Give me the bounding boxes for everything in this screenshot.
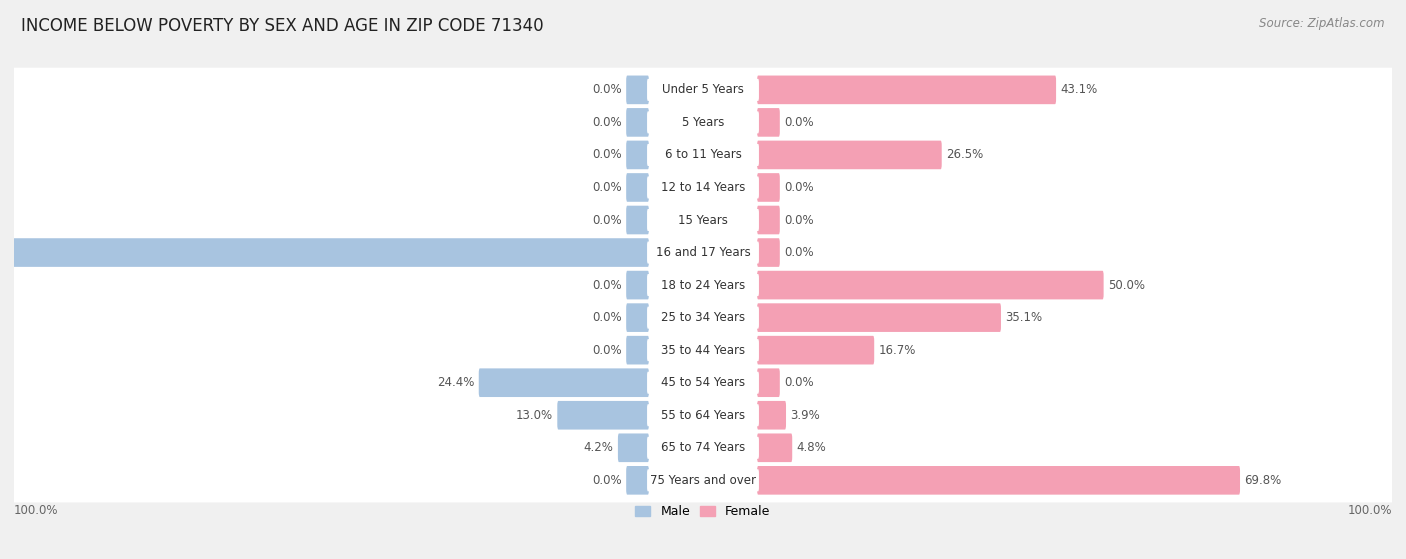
Text: 45 to 54 Years: 45 to 54 Years [661,376,745,389]
Text: 50.0%: 50.0% [1108,278,1144,292]
Text: Under 5 Years: Under 5 Years [662,83,744,96]
Text: Source: ZipAtlas.com: Source: ZipAtlas.com [1260,17,1385,30]
Text: 0.0%: 0.0% [785,376,814,389]
FancyBboxPatch shape [617,433,650,462]
FancyBboxPatch shape [647,79,759,101]
Text: 0.0%: 0.0% [592,83,621,96]
Text: 12 to 14 Years: 12 to 14 Years [661,181,745,194]
Text: 15 Years: 15 Years [678,214,728,226]
FancyBboxPatch shape [647,372,759,394]
FancyBboxPatch shape [0,393,1406,437]
FancyBboxPatch shape [756,141,942,169]
Text: 65 to 74 Years: 65 to 74 Years [661,441,745,454]
FancyBboxPatch shape [647,437,759,459]
Text: 16 and 17 Years: 16 and 17 Years [655,246,751,259]
FancyBboxPatch shape [756,304,1001,332]
FancyBboxPatch shape [756,368,780,397]
FancyBboxPatch shape [647,469,759,491]
FancyBboxPatch shape [756,173,780,202]
FancyBboxPatch shape [0,198,1406,242]
FancyBboxPatch shape [756,466,1240,495]
FancyBboxPatch shape [0,100,1406,145]
FancyBboxPatch shape [756,401,786,429]
FancyBboxPatch shape [0,238,650,267]
Text: 25 to 34 Years: 25 to 34 Years [661,311,745,324]
FancyBboxPatch shape [647,177,759,198]
FancyBboxPatch shape [0,458,1406,503]
FancyBboxPatch shape [647,241,759,264]
FancyBboxPatch shape [0,133,1406,177]
Text: 0.0%: 0.0% [785,116,814,129]
Text: 4.8%: 4.8% [797,441,827,454]
Text: INCOME BELOW POVERTY BY SEX AND AGE IN ZIP CODE 71340: INCOME BELOW POVERTY BY SEX AND AGE IN Z… [21,17,544,35]
Text: 100.0%: 100.0% [1347,504,1392,517]
Text: 13.0%: 13.0% [516,409,553,421]
Text: 4.2%: 4.2% [583,441,613,454]
Text: 100.0%: 100.0% [14,504,59,517]
FancyBboxPatch shape [756,433,792,462]
Text: 75 Years and over: 75 Years and over [650,474,756,487]
FancyBboxPatch shape [626,336,650,364]
FancyBboxPatch shape [557,401,650,429]
Legend: Male, Female: Male, Female [630,500,776,523]
Text: 35.1%: 35.1% [1005,311,1043,324]
FancyBboxPatch shape [647,274,759,296]
FancyBboxPatch shape [0,425,1406,470]
FancyBboxPatch shape [0,165,1406,210]
FancyBboxPatch shape [756,271,1104,300]
FancyBboxPatch shape [626,108,650,137]
FancyBboxPatch shape [756,108,780,137]
Text: 6 to 11 Years: 6 to 11 Years [665,149,741,162]
FancyBboxPatch shape [647,339,759,361]
FancyBboxPatch shape [479,368,650,397]
FancyBboxPatch shape [647,404,759,427]
FancyBboxPatch shape [0,296,1406,340]
FancyBboxPatch shape [0,68,1406,112]
FancyBboxPatch shape [626,271,650,300]
Text: 43.1%: 43.1% [1060,83,1098,96]
Text: 0.0%: 0.0% [592,116,621,129]
Text: 0.0%: 0.0% [785,181,814,194]
Text: 0.0%: 0.0% [785,246,814,259]
FancyBboxPatch shape [626,304,650,332]
Text: 0.0%: 0.0% [592,181,621,194]
Text: 0.0%: 0.0% [592,214,621,226]
Text: 69.8%: 69.8% [1244,474,1282,487]
FancyBboxPatch shape [647,306,759,329]
FancyBboxPatch shape [626,173,650,202]
FancyBboxPatch shape [756,238,780,267]
Text: 24.4%: 24.4% [437,376,474,389]
Text: 0.0%: 0.0% [785,214,814,226]
Text: 0.0%: 0.0% [592,344,621,357]
Text: 0.0%: 0.0% [592,311,621,324]
FancyBboxPatch shape [0,361,1406,405]
Text: 16.7%: 16.7% [879,344,917,357]
FancyBboxPatch shape [626,75,650,104]
FancyBboxPatch shape [647,209,759,231]
FancyBboxPatch shape [626,466,650,495]
Text: 0.0%: 0.0% [592,474,621,487]
Text: 3.9%: 3.9% [790,409,820,421]
FancyBboxPatch shape [626,206,650,234]
FancyBboxPatch shape [0,263,1406,307]
Text: 5 Years: 5 Years [682,116,724,129]
Text: 0.0%: 0.0% [592,278,621,292]
Text: 35 to 44 Years: 35 to 44 Years [661,344,745,357]
Text: 26.5%: 26.5% [946,149,983,162]
Text: 55 to 64 Years: 55 to 64 Years [661,409,745,421]
FancyBboxPatch shape [626,141,650,169]
FancyBboxPatch shape [647,144,759,166]
FancyBboxPatch shape [756,75,1056,104]
Text: 0.0%: 0.0% [592,149,621,162]
FancyBboxPatch shape [756,336,875,364]
Text: 18 to 24 Years: 18 to 24 Years [661,278,745,292]
FancyBboxPatch shape [0,230,1406,274]
FancyBboxPatch shape [647,111,759,134]
FancyBboxPatch shape [756,206,780,234]
FancyBboxPatch shape [0,328,1406,372]
